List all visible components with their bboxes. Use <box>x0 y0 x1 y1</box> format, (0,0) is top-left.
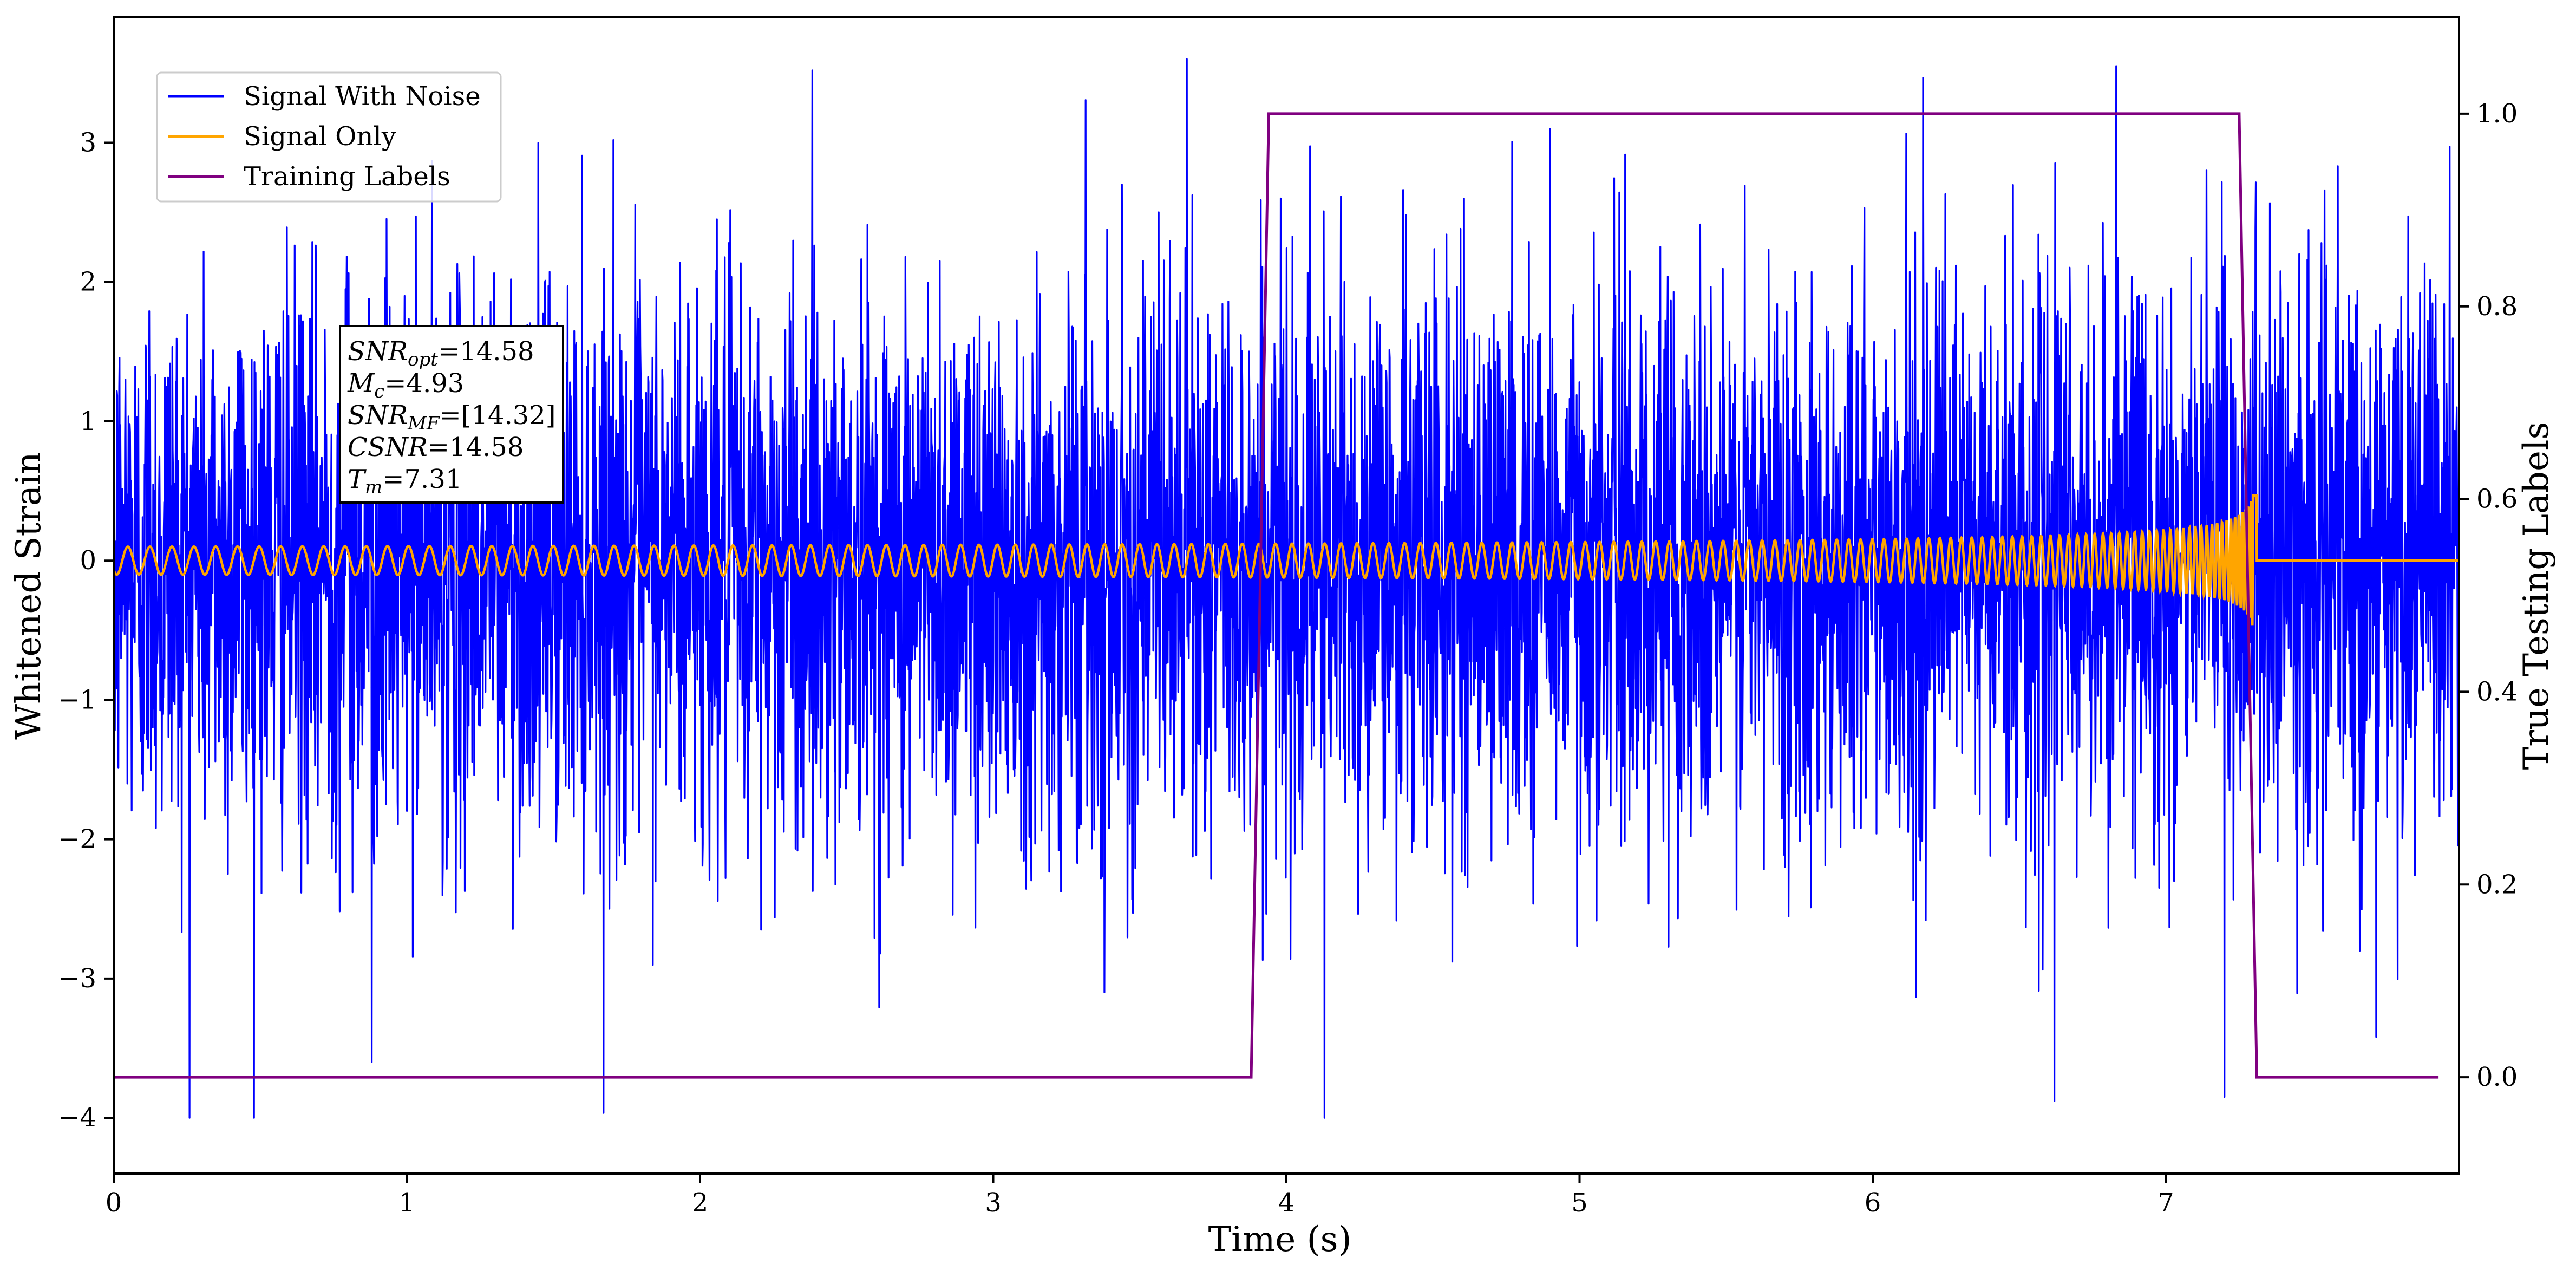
y-tick-label-right: 0.0 <box>2476 1062 2518 1092</box>
y-tick-label-right: 0.8 <box>2476 291 2518 322</box>
x-tick-label: 0 <box>106 1188 122 1218</box>
y-tick-label-left: −3 <box>58 963 96 994</box>
y-axis-label-left: Whitened Strain <box>9 452 49 739</box>
legend: Signal With Noise Signal Only Training L… <box>156 71 502 203</box>
annotation-tm-sub: m <box>365 477 382 498</box>
annotation-csnr-symbol: CSNR <box>348 432 428 462</box>
y-tick-label-left: 0 <box>80 545 96 576</box>
annotation-tm-value: =7.31 <box>382 464 462 494</box>
y-tick-label-left: −1 <box>58 685 96 715</box>
series-training-labels <box>114 112 2439 1079</box>
y-tick-label-right: 0.2 <box>2476 869 2518 900</box>
x-axis-label: Time (s) <box>1208 1220 1352 1260</box>
annotation-snr-opt-sub: opt <box>408 349 438 370</box>
annotation-snr-mf-value: =[14.32] <box>439 400 555 431</box>
y-tick-label-left: 2 <box>80 267 96 297</box>
annotation-mc-sub: c <box>374 381 384 402</box>
y-tick-label-left: −2 <box>58 824 96 855</box>
annotation-snr-opt-value: =14.58 <box>438 336 534 367</box>
y-tick-label-right: 0.6 <box>2476 484 2518 514</box>
x-tick-label: 4 <box>1278 1188 1295 1218</box>
x-tick-label: 3 <box>985 1188 1002 1218</box>
annotation-csnr-value: =14.58 <box>428 432 524 462</box>
x-tick-label: 5 <box>1571 1188 1588 1218</box>
annotation-tm: Tm=7.31 <box>348 464 462 498</box>
y-axis-label-right: True Testing Labels <box>2516 422 2557 770</box>
legend-frame <box>156 71 502 203</box>
series-signal-only <box>112 494 2459 626</box>
annotation-snr-mf-sub: MF <box>407 413 440 434</box>
ticks-layer: 0 1 2 3 4 5 6 7 −4 −3 −2 −1 0 1 2 3 0.0 0.2 0.4 0.6 0.8 1.0 <box>58 99 2518 1218</box>
annotation-mc: Mc=4.93 <box>347 368 464 402</box>
annotation-mc-symbol: M <box>347 368 375 399</box>
y-tick-label-right: 1.0 <box>2476 99 2518 129</box>
annotation-snr-mf: SNRMF=[14.32] <box>348 400 556 434</box>
legend-label-signal-with-noise: Signal With Noise <box>244 81 481 112</box>
x-tick-label: 7 <box>2157 1188 2174 1218</box>
annotation-snr-mf-symbol: SNR <box>348 400 408 431</box>
x-tick-label: 6 <box>1865 1188 1881 1218</box>
legend-label-signal-only: Signal Only <box>244 121 396 152</box>
y-tick-label-right: 0.4 <box>2476 676 2518 707</box>
x-tick-label: 1 <box>398 1188 415 1218</box>
annotation-tm-symbol: T <box>348 464 367 494</box>
legend-label-training-labels: Training Labels <box>244 161 450 192</box>
y-tick-label-left: 1 <box>80 406 96 436</box>
annotation-frame <box>339 325 564 504</box>
x-tick-label: 2 <box>692 1188 709 1218</box>
annotation-csnr: CSNR=14.58 <box>348 432 524 462</box>
y-tick-label-left: −4 <box>58 1103 96 1133</box>
annotation-snr-opt-symbol: SNR <box>348 336 408 367</box>
annotation-box: SNRopt=14.58 Mc=4.93 SNRMF=[14.32] CSNR=… <box>339 325 564 504</box>
annotation-snr-opt: SNRopt=14.58 <box>348 336 534 370</box>
y-tick-label-left: 3 <box>80 128 96 158</box>
annotation-mc-value: =4.93 <box>384 368 464 399</box>
